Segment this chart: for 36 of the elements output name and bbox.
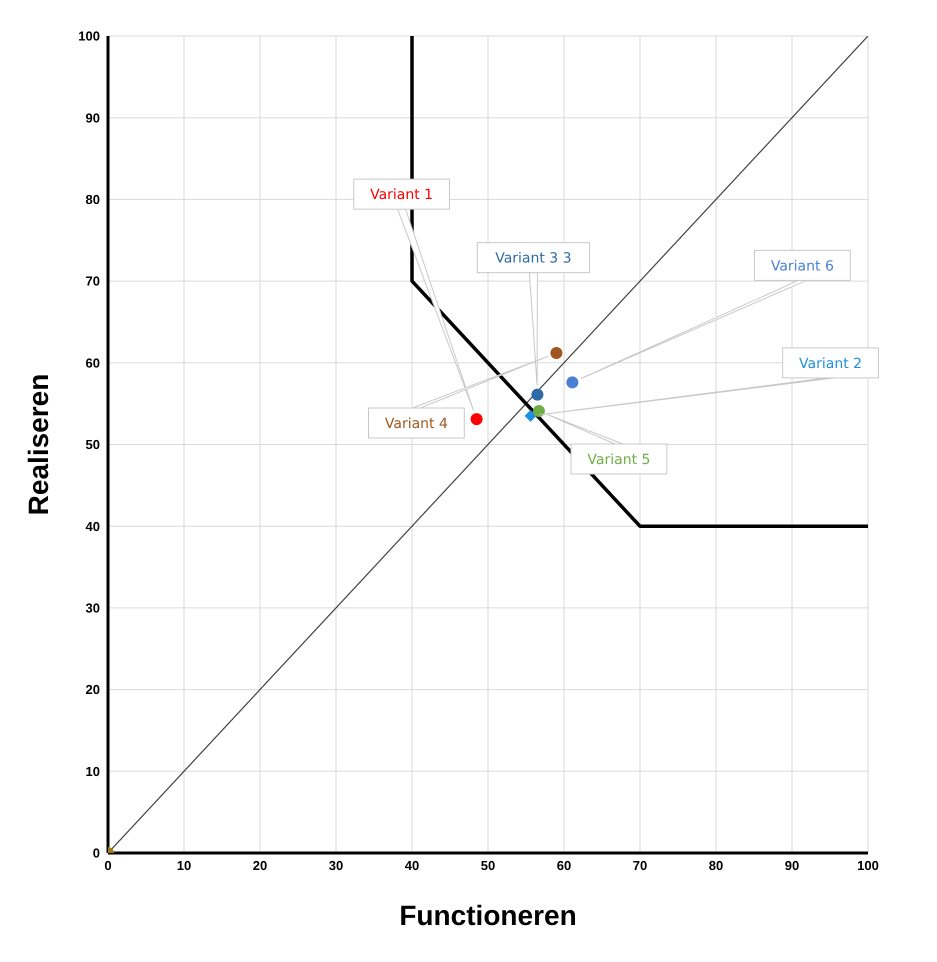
y-tick-label: 80 bbox=[86, 192, 100, 208]
point bbox=[531, 388, 544, 401]
text: Variant 2 bbox=[799, 356, 862, 372]
x-tick-label: 30 bbox=[328, 858, 344, 874]
text: Variant 3 3 bbox=[495, 250, 572, 267]
point bbox=[550, 346, 562, 359]
x-tick-label: 10 bbox=[176, 858, 192, 874]
point bbox=[532, 405, 545, 418]
x-tick-label: 100 bbox=[857, 858, 879, 874]
point bbox=[524, 410, 537, 422]
x-tick-label: 70 bbox=[632, 858, 648, 874]
x-tick-label: 0 bbox=[104, 858, 112, 874]
y-tick-label: 0 bbox=[92, 846, 100, 861]
y-tick-label: 20 bbox=[86, 682, 100, 698]
y-tick-label: 90 bbox=[86, 110, 100, 126]
x-tick-label: 60 bbox=[556, 858, 572, 874]
x-tick-label: 20 bbox=[252, 858, 268, 874]
y-tick-label: 40 bbox=[86, 518, 100, 534]
y-tick-label: 60 bbox=[86, 355, 100, 370]
y-axis-title: Realiseren bbox=[22, 374, 54, 516]
point bbox=[470, 413, 483, 426]
text: Variant 1 bbox=[370, 187, 434, 204]
y-tick-label: 10 bbox=[86, 764, 100, 779]
y-tick-label: 100 bbox=[78, 28, 100, 44]
text: Variant 5 bbox=[587, 452, 650, 468]
x-tick-label: 40 bbox=[404, 858, 420, 874]
x-tick-label: 90 bbox=[784, 858, 800, 874]
y-tick-label: 70 bbox=[86, 274, 100, 289]
x-tick-label: 50 bbox=[480, 858, 496, 874]
x-tick-label: 80 bbox=[708, 858, 724, 874]
text: Variant 6 bbox=[770, 258, 834, 274]
y-tick-label: 50 bbox=[86, 437, 100, 452]
point bbox=[566, 376, 578, 388]
x-axis-title: Functioneren bbox=[399, 900, 577, 931]
y-tick-label: 30 bbox=[86, 600, 100, 616]
text: Variant 4 bbox=[384, 416, 448, 432]
